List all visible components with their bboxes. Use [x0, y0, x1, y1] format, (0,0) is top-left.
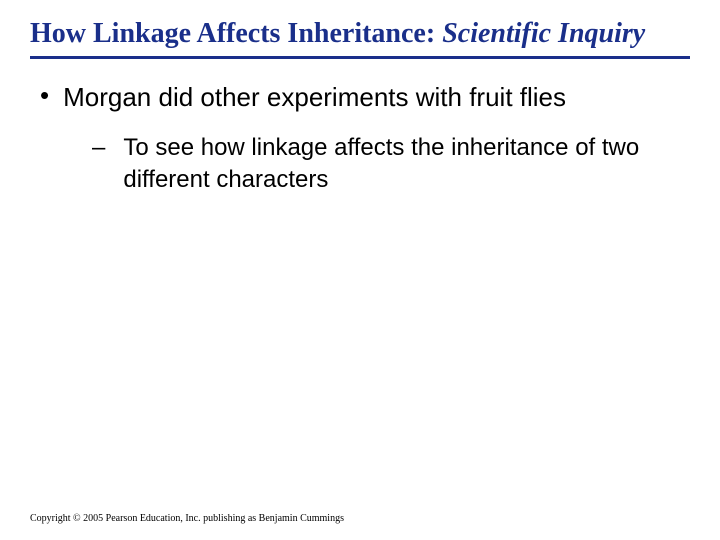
bullet-l2-text: To see how linkage affects the inheritan… [123, 132, 682, 197]
bullet-l2-marker: – [92, 132, 105, 163]
slide-title: How Linkage Affects Inheritance: Scienti… [30, 18, 690, 50]
bullet-l1-marker: • [40, 81, 49, 110]
bullet-l1-text: Morgan did other experiments with fruit … [63, 81, 566, 114]
slide: How Linkage Affects Inheritance: Scienti… [0, 0, 720, 540]
title-italic-text: Scientific Inquiry [442, 18, 645, 49]
title-container: How Linkage Affects Inheritance: Scienti… [30, 18, 690, 59]
copyright-text: Copyright © 2005 Pearson Education, Inc.… [30, 513, 344, 524]
bullet-level1: • Morgan did other experiments with frui… [40, 81, 690, 114]
bullet-level2: – To see how linkage affects the inherit… [92, 132, 682, 197]
title-main-text: How Linkage Affects Inheritance: [30, 18, 442, 49]
